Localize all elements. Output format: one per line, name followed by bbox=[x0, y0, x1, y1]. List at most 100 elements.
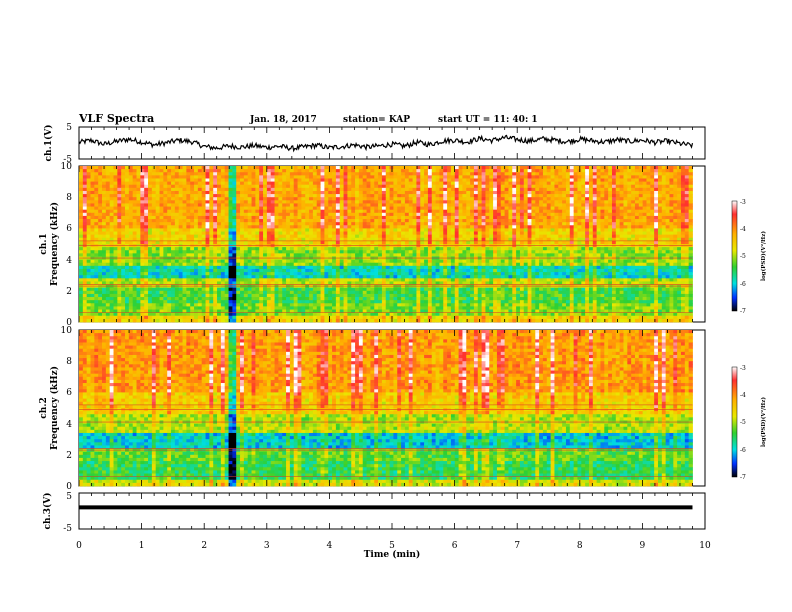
spectrogram-cell bbox=[516, 194, 521, 198]
spectrogram-cell bbox=[608, 228, 613, 232]
spectrogram-cell bbox=[412, 200, 417, 204]
spectrogram-cell bbox=[470, 231, 475, 236]
spectrogram-cell bbox=[82, 190, 88, 195]
spectrogram-cell bbox=[251, 175, 256, 179]
spectrogram-cell bbox=[370, 169, 375, 173]
spectrogram-cell bbox=[650, 222, 655, 226]
spectrogram-cell bbox=[546, 222, 552, 226]
spectrogram-cell bbox=[585, 212, 590, 217]
spectrogram-cell bbox=[627, 209, 632, 214]
spectrogram-cell bbox=[381, 197, 387, 201]
spectrogram-cell bbox=[466, 219, 471, 223]
spectrogram-cell bbox=[424, 181, 429, 186]
spectrogram-cell bbox=[105, 259, 111, 264]
spectrogram-cell bbox=[270, 240, 275, 245]
spectrogram-cell bbox=[669, 212, 674, 217]
spectrogram-cell bbox=[201, 206, 206, 211]
spectrogram-cell bbox=[661, 203, 667, 207]
spectrogram-cell bbox=[113, 203, 118, 207]
spectrogram-cell bbox=[236, 166, 241, 170]
spectrogram-cell bbox=[466, 175, 471, 179]
spectrogram-cell bbox=[424, 200, 429, 204]
spectrogram-cell bbox=[98, 172, 103, 176]
spectrogram-cell bbox=[163, 231, 168, 236]
spectrogram-cell bbox=[109, 166, 114, 170]
spectrogram-cell bbox=[650, 187, 655, 192]
spectrogram-cell bbox=[266, 172, 272, 176]
spectrogram-cell bbox=[278, 250, 283, 254]
spectrogram-cell bbox=[500, 197, 505, 201]
spectrogram-cell bbox=[600, 197, 605, 201]
spectrogram-cell bbox=[401, 187, 406, 192]
spectrogram-cell bbox=[102, 228, 107, 232]
spectrogram-cell bbox=[523, 200, 528, 204]
spectrogram-cell bbox=[585, 209, 590, 214]
spectrogram-cell bbox=[523, 169, 528, 173]
spectrogram-cell bbox=[247, 234, 252, 239]
spectrogram-cell bbox=[454, 206, 459, 211]
spectrogram-cell bbox=[450, 253, 456, 257]
spectrogram-cell bbox=[443, 247, 448, 251]
spectrogram-cell bbox=[523, 247, 528, 251]
spectrogram-cell bbox=[159, 240, 164, 245]
spectrogram-cell bbox=[389, 247, 394, 251]
spectrogram-cell bbox=[443, 206, 448, 211]
spectrogram-cell bbox=[512, 181, 517, 186]
spectrogram-cell bbox=[98, 240, 103, 245]
spectrogram-cell bbox=[466, 234, 471, 239]
spectrogram-cell bbox=[155, 219, 160, 223]
spectrogram-cell bbox=[435, 237, 440, 242]
spectrogram-cell bbox=[466, 190, 471, 195]
spectrogram-cell bbox=[508, 194, 513, 198]
spectrogram-cell bbox=[324, 206, 329, 211]
spectrogram-cell bbox=[190, 250, 195, 254]
spectrogram-cell bbox=[243, 206, 249, 211]
spectrogram-cell bbox=[657, 237, 663, 242]
spectrogram-cell bbox=[201, 181, 206, 186]
spectrogram-cell bbox=[397, 197, 402, 201]
spectrogram-cell bbox=[255, 197, 260, 201]
spectrogram-cell bbox=[393, 231, 398, 236]
spectrogram-cell bbox=[539, 240, 544, 245]
spectrogram-cell bbox=[86, 203, 91, 207]
spectrogram-cell bbox=[604, 234, 609, 239]
spectrogram-cell bbox=[228, 253, 233, 257]
spectrogram-cell bbox=[324, 222, 329, 226]
spectrogram-cell bbox=[121, 212, 126, 217]
spectrogram-cell bbox=[619, 225, 624, 229]
spectrogram-cell bbox=[462, 228, 467, 232]
spectrogram-cell bbox=[171, 228, 176, 232]
spectrogram-cell bbox=[186, 166, 191, 170]
spectrogram-cell bbox=[289, 169, 295, 173]
spectrogram-cell bbox=[508, 200, 513, 204]
spectrogram-cell bbox=[604, 169, 609, 173]
spectrogram-cell bbox=[132, 200, 137, 204]
spectrogram-cell bbox=[435, 225, 440, 229]
spectrogram-cell bbox=[447, 184, 452, 189]
spectrogram-cell bbox=[197, 169, 203, 173]
spectrogram-cell bbox=[523, 190, 528, 195]
spectrogram-cell bbox=[194, 200, 199, 204]
spectrogram-cell bbox=[113, 231, 118, 236]
spectrogram-cell bbox=[94, 250, 99, 254]
spectrogram-cell bbox=[155, 206, 160, 211]
spectrogram-cell bbox=[86, 209, 91, 214]
spectrogram-cell bbox=[86, 228, 91, 232]
spectrogram-cell bbox=[293, 219, 298, 223]
spectrogram-cell bbox=[86, 240, 91, 245]
spectrogram-cell bbox=[677, 247, 682, 251]
spectrogram-cell bbox=[251, 184, 256, 189]
spectrogram-cell bbox=[631, 184, 636, 189]
spectrogram-cell bbox=[504, 200, 509, 204]
spectrogram-cell bbox=[688, 203, 693, 207]
spectrogram-cell bbox=[370, 172, 375, 176]
spectrogram-cell bbox=[128, 237, 134, 242]
spectrogram-cell bbox=[217, 184, 222, 189]
spectrogram-cell bbox=[282, 175, 287, 179]
spectrogram-cell bbox=[504, 206, 509, 211]
spectrogram-cell bbox=[378, 247, 383, 251]
spectrogram-cell bbox=[247, 209, 252, 214]
spectrogram-cell bbox=[366, 187, 371, 192]
spectrogram-cell bbox=[228, 166, 233, 170]
spectrogram-cell bbox=[523, 234, 528, 239]
